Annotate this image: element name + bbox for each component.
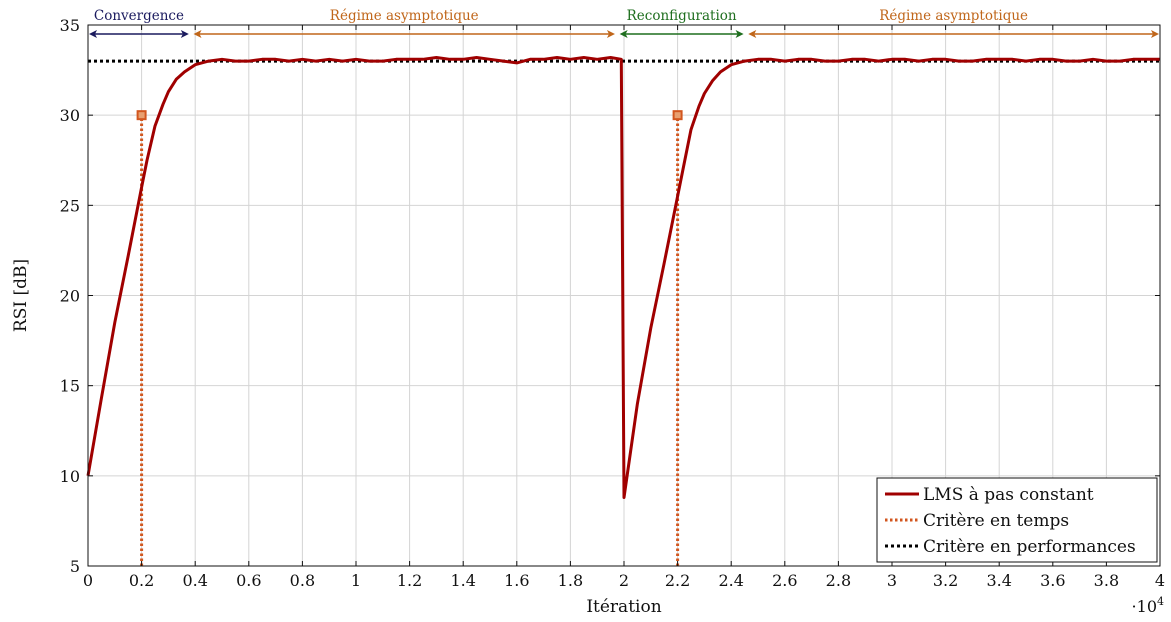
x-tick-label: 0.2: [129, 571, 154, 590]
x-tick-label: 3: [887, 571, 897, 590]
y-ticks: 5 10 15 20 25 30 35: [60, 16, 1160, 576]
phase-arrow-head-left: [619, 30, 628, 38]
x-multiplier-exponent: 4: [1157, 595, 1164, 608]
legend-box: [876, 477, 1158, 563]
x-multiplier-base: ·10: [1132, 597, 1157, 616]
phase-label: Reconfiguration: [627, 8, 737, 24]
legend-label-performance-criterion: Critère en performances: [923, 537, 1136, 557]
x-axis-label: Itération: [586, 597, 661, 617]
phase-arrow-head-right: [1151, 30, 1159, 38]
y-axis-label: RSI [dB]: [11, 259, 31, 332]
phase-arrow-head-right: [735, 30, 744, 38]
x-tick-label: 3.6: [1040, 571, 1065, 590]
x-tick-label: 2.8: [826, 571, 851, 590]
x-tick-label: 0: [83, 571, 93, 590]
x-tick-label: 2.6: [772, 571, 797, 590]
y-tick-label: 35: [60, 16, 80, 35]
phase-arrow-head-right: [606, 30, 615, 38]
phase-arrow-head-left: [748, 30, 757, 38]
phase-annotations: Convergence Régime asymptotique Reconfigur…: [89, 8, 1159, 38]
phase-label: Convergence: [94, 8, 184, 24]
x-tick-label: 1.4: [450, 571, 475, 590]
y-tick-label: 15: [60, 377, 80, 396]
x-tick-label: 1: [351, 571, 361, 590]
y-tick-label: 25: [60, 196, 80, 215]
phase-arrow-head-right: [180, 30, 189, 38]
y-tick-label: 5: [70, 557, 80, 576]
time-criterion-marker: [672, 110, 683, 121]
legend-label-time-criterion: Critère en temps: [923, 511, 1069, 531]
lms-series: [86, 56, 1160, 499]
x-tick-label: 1.2: [397, 571, 422, 590]
lms-line: [86, 56, 1160, 499]
phase-label: Régime asymptotique: [330, 8, 479, 24]
y-tick-label: 30: [60, 106, 80, 125]
legend-label-lms: LMS à pas constant: [923, 485, 1094, 505]
x-tick-label: 1.6: [504, 571, 529, 590]
x-tick-label: 3.8: [1094, 571, 1119, 590]
x-tick-label: 4: [1155, 571, 1165, 590]
x-tick-label: 1.8: [558, 571, 583, 590]
phase-arrow-head-left: [89, 30, 97, 38]
y-tick-label: 20: [60, 287, 80, 306]
x-ticks: 0 0.2 0.4 0.6 0.8 1 1.2 1.4 1.6 1.8 2 2.2 2.4 2.6 2.8 3…: [83, 25, 1165, 590]
y-tick-label: 10: [60, 467, 80, 486]
legend: LMS à pas constant Critère en temps Crit…: [876, 477, 1158, 563]
x-tick-label: 0.8: [290, 571, 315, 590]
x-tick-label: 2.2: [665, 571, 690, 590]
phase-label: Régime asymptotique: [879, 8, 1028, 24]
x-axis-multiplier: ·104: [1132, 595, 1164, 616]
x-tick-label: 2.4: [718, 571, 743, 590]
phase-arrow-head-left: [193, 30, 202, 38]
x-tick-label: 3.2: [933, 571, 958, 590]
x-tick-label: 3.4: [986, 571, 1011, 590]
x-tick-label: 0.6: [236, 571, 261, 590]
time-criterion-marker: [136, 110, 147, 121]
x-tick-label: 0.4: [182, 571, 207, 590]
x-tick-label: 2: [619, 571, 629, 590]
